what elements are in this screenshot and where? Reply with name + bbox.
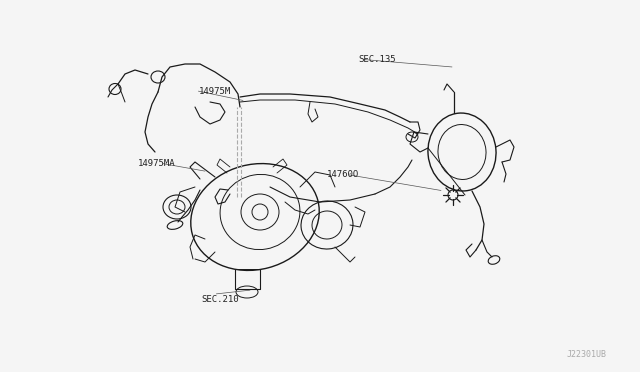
Text: SEC.210: SEC.210	[202, 295, 239, 304]
Text: 14760O: 14760O	[326, 170, 358, 179]
Text: J22301UB: J22301UB	[566, 350, 606, 359]
Text: 14975MA: 14975MA	[138, 159, 175, 168]
Text: SEC.135: SEC.135	[358, 55, 396, 64]
Text: 14975M: 14975M	[198, 87, 230, 96]
